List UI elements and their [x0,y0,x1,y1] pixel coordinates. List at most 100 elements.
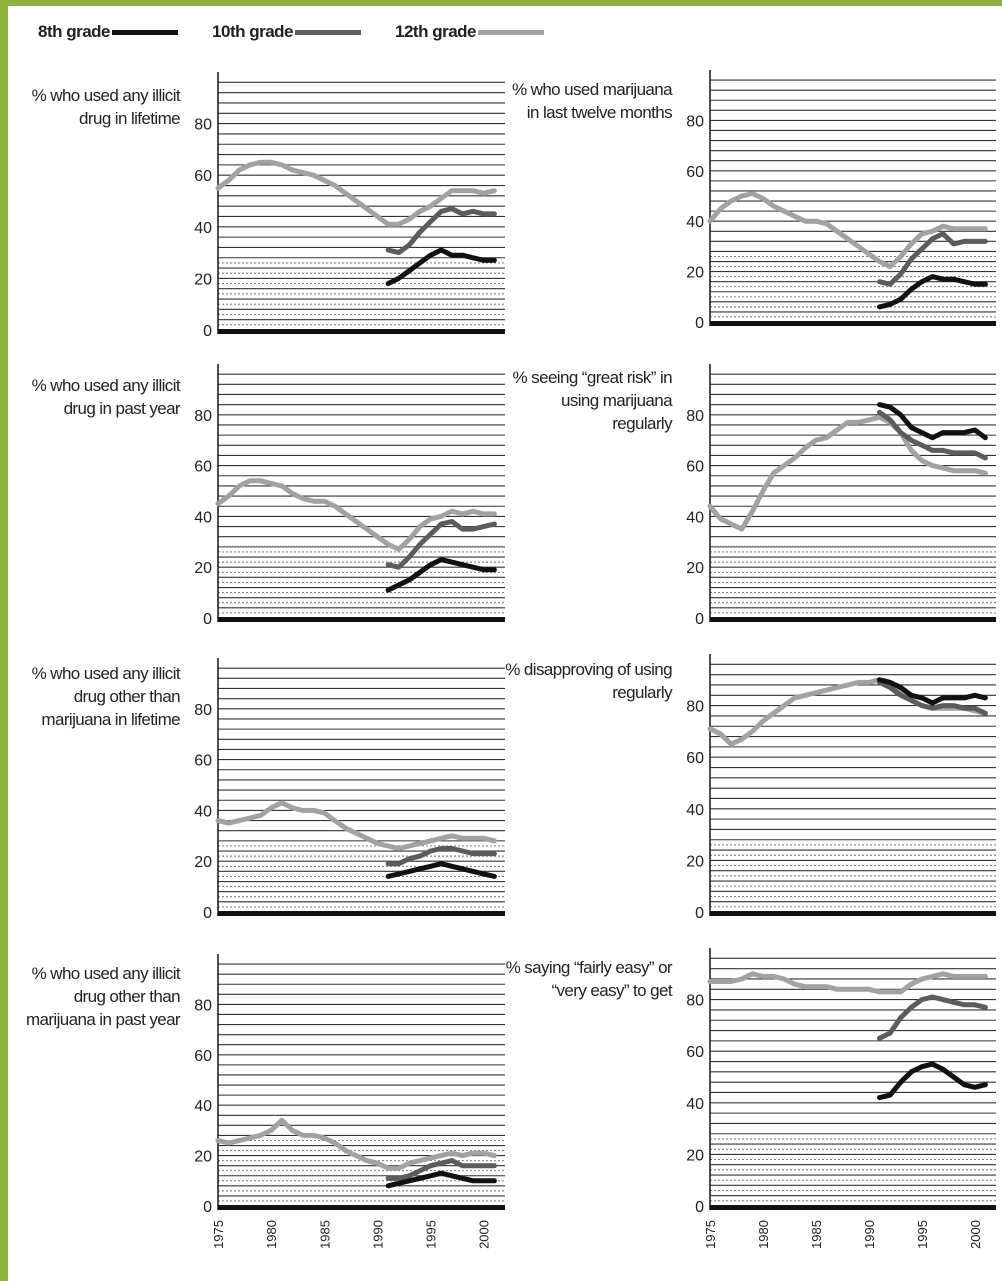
legend-swatch-8th-grade [112,29,179,35]
y-tick-label: 60 [194,168,212,185]
x-tick-label: 1995 [915,1220,930,1249]
legend-swatch-10th-grade [295,29,362,35]
x-axis [710,911,996,916]
panel-title-1: % who used any illicit drug in lifetime [31,86,181,128]
series-line-8th-grade [385,1170,497,1189]
y-tick-label: 60 [686,459,704,476]
chart-panel-5: 0 20 40 60 80 [194,658,505,922]
y-tick-label: 60 [194,753,212,770]
y-tick-label: 20 [194,1149,212,1166]
x-tick-label: 1985 [809,1220,824,1249]
series-line-8th-grade [385,247,497,287]
legend-label-8th-grade: 8th grade [38,22,111,41]
y-tick-label: 60 [686,164,704,181]
y-tick-label: 40 [194,220,212,237]
panel-title-6: % disapproving of using regularly [505,660,672,702]
chart-area: 0 20 40 60 80 0 20 40 60 80 0 20 40 60 80 0 20 40 60 80 0 20 4… [194,70,996,1249]
y-tick-label: 0 [695,611,704,628]
series-line-12th-grade [707,971,988,995]
y-tick-label: 80 [686,408,704,425]
y-tick-label: 0 [203,1199,212,1216]
y-tick-label: 40 [686,509,704,526]
series-line-10th-grade [877,679,988,716]
y-tick-label: 20 [686,265,704,282]
y-tick-label: 40 [686,802,704,819]
y-tick-label: 80 [194,997,212,1014]
legend-item-8th-grade: 8th grade [38,22,179,42]
y-tick-label: 60 [686,1044,704,1061]
x-axis [218,911,505,916]
y-tick-label: 0 [695,1199,704,1216]
x-axis [710,321,996,326]
x-tick-label: 2000 [477,1220,492,1249]
series-line-12th-grade [215,159,497,227]
chart-panel-3: 0 20 40 60 80 [194,364,505,628]
series-line-8th-grade [877,677,988,706]
chart-panel-2: 0 20 40 60 80 [686,70,996,332]
legend-swatch-12th-grade [478,29,544,35]
panel-title-7: % who used any illicit drug other than m… [25,964,181,1029]
series-line-12th-grade [215,800,497,851]
x-tick-label: 1985 [317,1220,332,1249]
page: 8th grade 10th grade 12th grade 0 20 40 60 8… [8,6,1002,1281]
legend: 8th grade 10th grade 12th grade [38,20,544,44]
y-tick-label: 20 [686,560,704,577]
series-line-12th-grade [215,478,497,552]
chart-panel-7: 0 20 40 60 80 1975 1980 1985 1990 1995 2000 [194,954,505,1249]
series-line-8th-grade [877,274,988,310]
y-tick-label: 80 [686,699,704,716]
y-tick-label: 20 [686,1147,704,1164]
series-line-8th-grade [877,1061,988,1101]
panel-title-3: % who used any illicit drug in past year [31,376,181,418]
series-line-12th-grade [707,191,988,270]
y-tick-label: 20 [194,271,212,288]
x-axis [218,1205,505,1210]
y-tick-label: 0 [203,611,212,628]
y-tick-label: 80 [686,113,704,130]
x-tick-label: 1990 [862,1220,877,1249]
y-tick-label: 20 [194,854,212,871]
y-tick-label: 40 [686,214,704,231]
y-tick-label: 80 [194,408,212,425]
y-tick-label: 40 [686,1096,704,1113]
panel-title-8: % saying “fairly easy” or “very easy” to… [505,958,673,1000]
y-tick-label: 0 [203,905,212,922]
x-axis [218,329,505,334]
y-tick-label: 80 [194,117,212,134]
series-line-10th-grade [877,231,988,287]
legend-label-10th-grade: 10th grade [212,22,294,41]
chart-panel-4: 0 20 40 60 80 [686,364,996,628]
legend-label-12th-grade: 12th grade [395,22,476,41]
chart-panel-8: 0 20 40 60 80 1975 1980 1985 1990 1995 2000 [686,948,996,1249]
series-line-8th-grade [877,402,988,441]
legend-item-10th-grade: 10th grade [212,22,362,42]
panel-title-2: % who used marijuana in last twelve mont… [512,80,673,122]
y-tick-label: 20 [686,853,704,870]
chart-panel-1: 0 20 40 60 80 [194,72,505,340]
x-tick-label: 1975 [703,1220,718,1249]
series-line-12th-grade [707,677,988,747]
series-line-10th-grade [877,994,988,1041]
chart-panel-6: 0 20 40 60 80 [686,654,996,922]
x-tick-label: 1990 [370,1220,385,1249]
x-tick-label: 1995 [424,1220,439,1249]
y-tick-label: 0 [203,323,212,340]
y-tick-label: 40 [194,509,212,526]
y-tick-label: 60 [194,1048,212,1065]
y-tick-label: 40 [194,1098,212,1115]
y-tick-label: 0 [695,315,704,332]
series-line-10th-grade [877,409,988,461]
series-line-12th-grade [707,414,988,532]
series-line-10th-grade [385,1158,497,1181]
series-line-12th-grade [215,1117,497,1171]
x-tick-label: 1980 [264,1220,279,1249]
y-tick-label: 20 [194,560,212,577]
legend-item-12th-grade: 12th grade [395,22,544,42]
y-tick-label: 60 [686,750,704,767]
x-tick-label: 1980 [756,1220,771,1249]
y-tick-label: 60 [194,459,212,476]
y-tick-label: 40 [194,803,212,820]
x-tick-label: 2000 [968,1220,983,1249]
y-tick-label: 80 [194,702,212,719]
panel-title-5: % who used any illicit drug other than m… [31,664,181,729]
